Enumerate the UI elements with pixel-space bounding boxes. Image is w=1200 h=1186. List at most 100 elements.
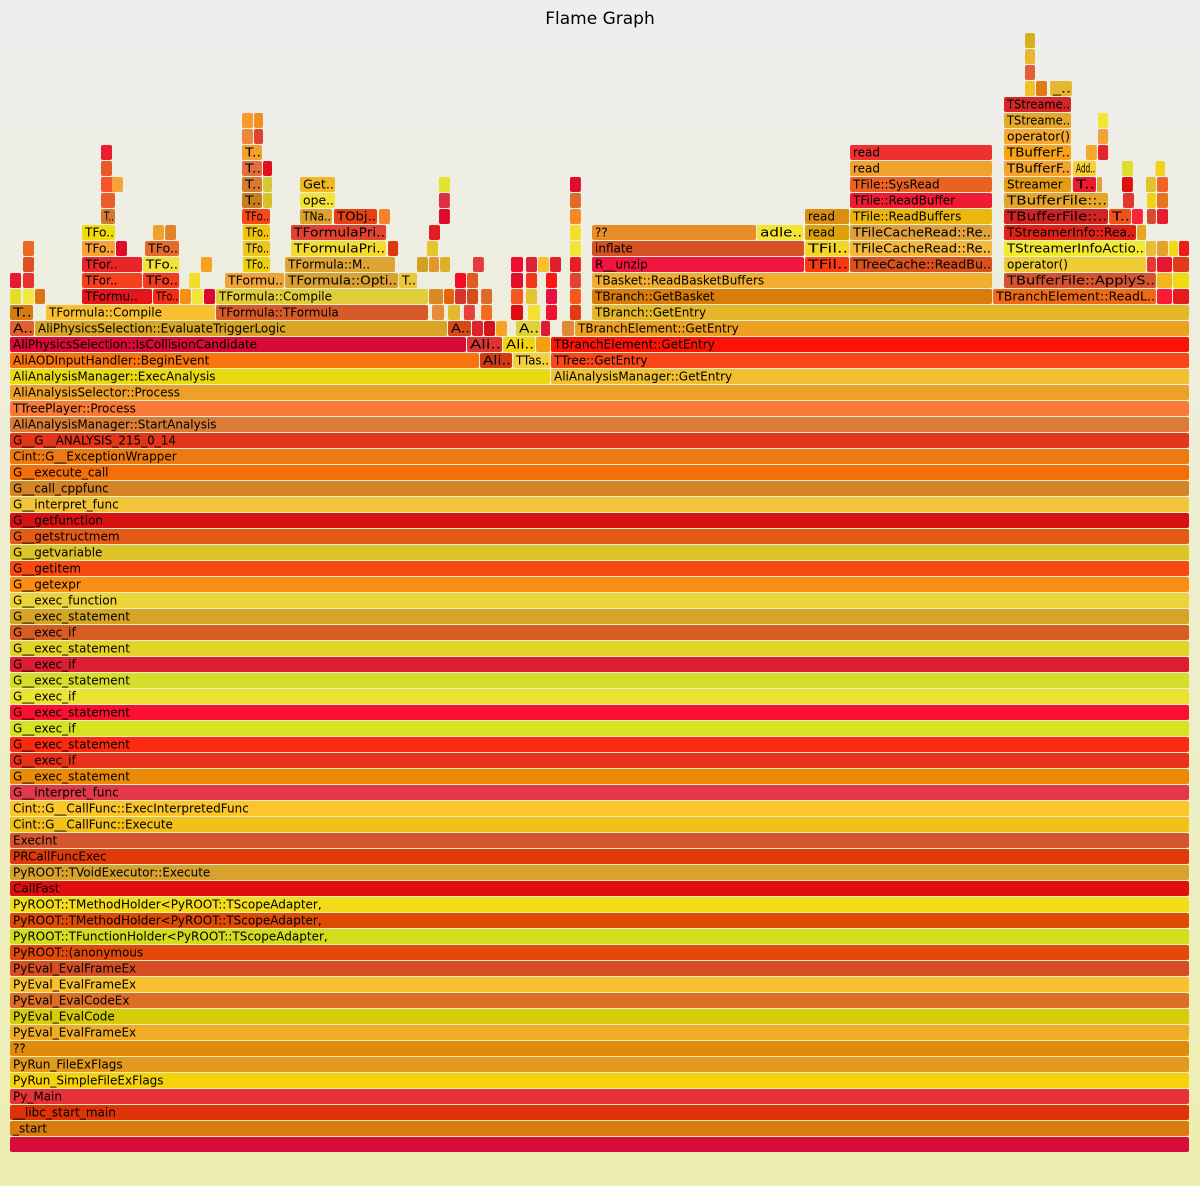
flame-frame-rect[interactable] — [143, 257, 180, 272]
flame-frame-rect[interactable] — [10, 689, 1189, 704]
flame-frame[interactable]: TFileCacheRead::Re.. — [850, 225, 992, 240]
flame-frame-rect[interactable] — [417, 257, 428, 272]
flame-frame[interactable]: PyEval_EvalCode — [10, 1009, 1189, 1024]
flame-frame[interactable] — [570, 209, 581, 224]
flame-frame-rect[interactable] — [444, 289, 454, 304]
flame-frame-rect[interactable] — [10, 753, 1189, 768]
flame-frame-rect[interactable] — [10, 273, 21, 288]
flame-frame-rect[interactable] — [993, 289, 1156, 304]
flame-frame-rect[interactable] — [570, 305, 581, 320]
flame-frame-rect[interactable] — [448, 321, 471, 336]
flame-frame-rect[interactable] — [101, 177, 115, 192]
flame-frame-rect[interactable] — [1025, 81, 1035, 96]
flame-frame-rect[interactable] — [455, 289, 466, 304]
flame-frame[interactable] — [429, 257, 439, 272]
flame-frame-rect[interactable] — [480, 353, 512, 368]
flame-frame[interactable]: AliAODInputHandler::BeginEvent — [10, 353, 479, 368]
flame-frame[interactable]: T.. — [242, 161, 262, 176]
flame-frame-rect[interactable] — [10, 529, 1189, 544]
flame-frame-rect[interactable] — [1004, 209, 1108, 224]
flame-frame[interactable] — [1131, 209, 1143, 224]
flame-frame[interactable]: G__exec_function — [10, 593, 1189, 608]
flame-frame-rect[interactable] — [850, 193, 992, 208]
flame-frame-rect[interactable] — [1173, 257, 1189, 272]
flame-frame-rect[interactable] — [242, 193, 262, 208]
flame-frame-rect[interactable] — [10, 513, 1189, 528]
flame-frame-rect[interactable] — [285, 257, 395, 272]
flame-frame[interactable] — [180, 289, 191, 304]
flame-frame-rect[interactable] — [1173, 289, 1189, 304]
flame-frame-rect[interactable] — [1072, 177, 1096, 192]
flame-frame[interactable]: TBufferFile::ApplyS.. — [1004, 273, 1156, 288]
flame-frame-rect[interactable] — [757, 225, 804, 240]
flame-frame[interactable]: TBufferF.. — [1004, 145, 1071, 160]
flame-frame-rect[interactable] — [1004, 193, 1108, 208]
flame-frame[interactable]: operator() — [1004, 257, 1146, 272]
flame-frame[interactable] — [23, 289, 34, 304]
flame-frame[interactable]: TObj.. — [334, 209, 377, 224]
flame-frame[interactable]: CallFast — [10, 881, 1189, 896]
flame-frame[interactable] — [439, 209, 450, 224]
flame-frame-rect[interactable] — [503, 337, 535, 352]
flame-frame-rect[interactable] — [592, 241, 804, 256]
flame-frame[interactable]: TFile::ReadBuffers — [850, 209, 992, 224]
flame-frame[interactable] — [546, 289, 557, 304]
flame-frame[interactable]: operator() — [1004, 129, 1071, 144]
flame-frame-rect[interactable] — [101, 209, 115, 224]
flame-frame-rect[interactable] — [570, 257, 581, 272]
flame-frame-rect[interactable] — [570, 273, 581, 288]
flame-frame-rect[interactable] — [242, 257, 270, 272]
flame-frame[interactable]: read — [805, 209, 850, 224]
flame-frame-rect[interactable] — [10, 1025, 1189, 1040]
flame-frame-rect[interactable] — [300, 209, 332, 224]
flame-frame-rect[interactable] — [10, 593, 1189, 608]
flame-frame[interactable] — [204, 289, 215, 304]
flame-frame-rect[interactable] — [10, 609, 1189, 624]
flame-frame[interactable]: Ali.. — [503, 337, 535, 352]
flame-frame[interactable]: TFormula::TFormula — [216, 305, 428, 320]
flame-frame[interactable] — [1086, 145, 1097, 160]
flame-frame[interactable]: PyEval_EvalFrameEx — [10, 961, 1189, 976]
flame-frame-rect[interactable] — [291, 225, 387, 240]
flame-frame-rect[interactable] — [1050, 81, 1072, 96]
flame-frame-rect[interactable] — [562, 321, 574, 336]
flame-frame[interactable]: ExecInt — [10, 833, 1189, 848]
flame-frame-rect[interactable] — [263, 193, 272, 208]
flame-frame[interactable] — [541, 321, 550, 336]
flame-frame-rect[interactable] — [1097, 177, 1102, 192]
flame-frame-rect[interactable] — [242, 225, 270, 240]
flame-frame-rect[interactable] — [805, 209, 850, 224]
flame-frame-rect[interactable] — [1169, 241, 1178, 256]
flame-frame[interactable] — [570, 289, 581, 304]
flame-frame[interactable] — [263, 193, 272, 208]
flame-frame-rect[interactable] — [592, 273, 993, 288]
flame-frame-rect[interactable] — [1155, 161, 1166, 176]
flame-frame-rect[interactable] — [242, 209, 270, 224]
flame-frame-rect[interactable] — [1004, 145, 1071, 160]
flame-frame[interactable]: T.. — [1072, 177, 1096, 192]
flame-frame-rect[interactable] — [1146, 241, 1156, 256]
flame-frame[interactable] — [570, 305, 581, 320]
flame-frame[interactable] — [254, 113, 263, 128]
flame-frame[interactable]: TFo.. — [145, 241, 179, 256]
flame-frame[interactable] — [1097, 177, 1102, 192]
flame-frame-rect[interactable] — [592, 289, 993, 304]
flame-frame[interactable]: Cint::G__CallFunc::Execute — [10, 817, 1189, 832]
flame-frame-rect[interactable] — [10, 913, 1189, 928]
flame-frame-rect[interactable] — [1109, 209, 1131, 224]
flame-frame-rect[interactable] — [570, 289, 581, 304]
flame-frame-rect[interactable] — [242, 113, 253, 128]
flame-frame[interactable]: G__call_cppfunc — [10, 481, 1189, 496]
flame-frame[interactable]: T.. — [242, 145, 262, 160]
flame-frame-rect[interactable] — [850, 241, 992, 256]
flame-frame[interactable] — [263, 161, 272, 176]
flame-frame[interactable] — [35, 289, 45, 304]
flame-frame[interactable] — [439, 177, 450, 192]
flame-frame[interactable]: TTas.. — [513, 353, 550, 368]
flame-frame[interactable] — [101, 193, 115, 208]
flame-frame[interactable] — [10, 273, 21, 288]
flame-frame[interactable]: AliPhysicsSelection::EvaluateTriggerLogi… — [35, 321, 447, 336]
flame-frame[interactable]: G__exec_if — [10, 753, 1189, 768]
flame-frame-rect[interactable] — [23, 241, 34, 256]
flame-frame[interactable]: TFo.. — [82, 241, 115, 256]
